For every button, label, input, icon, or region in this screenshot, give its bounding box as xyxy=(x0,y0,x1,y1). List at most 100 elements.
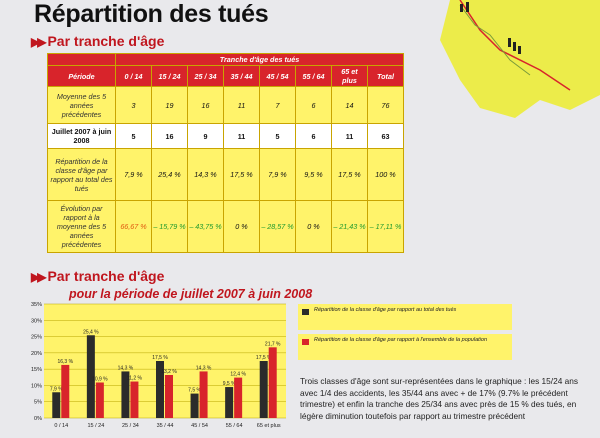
data-label: 7,5 % xyxy=(188,388,201,394)
x-tick-label: 15 / 24 xyxy=(87,423,104,429)
x-tick-label: 35 / 44 xyxy=(157,423,174,429)
data-label: 11,2 % xyxy=(127,376,143,382)
data-label: 9,5 % xyxy=(223,381,236,387)
legend-swatch-red xyxy=(302,339,309,345)
legend-swatch-dark xyxy=(302,309,309,315)
table-cell: 0 % xyxy=(223,200,260,253)
age-distribution-chart: 0% 5% 10% 15% 20% 25% 30% 35% 7,9 % 16,3 % 0 / 14 2… xyxy=(31,302,286,429)
table-cell: 11 xyxy=(331,123,368,149)
y-tick-label: 10% xyxy=(31,383,42,389)
x-tick-label: 25 / 34 xyxy=(122,423,139,429)
table-cell: 25,4 % xyxy=(151,148,188,201)
row-label: Évolution par rapport à la moyenne des 5… xyxy=(47,200,116,253)
x-tick-label: 65 et plus xyxy=(257,423,281,429)
bar-killed xyxy=(225,387,234,418)
column-header: 35 / 44 xyxy=(223,65,260,87)
table-cell: 66,67 % xyxy=(115,200,152,253)
column-header: 65 et plus xyxy=(331,65,368,87)
data-label: 21,7 % xyxy=(265,341,281,347)
table-cell: 9 xyxy=(187,123,224,149)
table-cell: 7,9 % xyxy=(115,148,152,201)
data-label: 12,4 % xyxy=(230,372,246,378)
table-cell: 16 xyxy=(187,86,224,124)
table-cell: 14,3 % xyxy=(187,148,224,201)
table-row: Répartition de la classe d'âge par rappo… xyxy=(47,148,404,201)
chart-legend: Répartition de la classe d'âge par rappo… xyxy=(298,304,512,364)
data-label: 16,3 % xyxy=(57,359,73,365)
row-label: Juillet 2007 à juin 2008 xyxy=(47,123,116,149)
section-heading-table: ▶▶ Par tranche d'âge xyxy=(31,33,164,49)
bar-killed xyxy=(259,361,268,418)
column-header: 25 / 34 xyxy=(187,65,224,87)
double-arrow-icon: ▶▶ xyxy=(31,270,47,284)
table-cell: 0 % xyxy=(295,200,332,253)
data-label: 17,5 % xyxy=(152,355,168,361)
table-cell: 6 xyxy=(295,123,332,149)
x-tick-label: 0 / 14 xyxy=(54,423,68,429)
data-label: 14,3 % xyxy=(196,365,212,371)
table-row: Moyenne des 5 années précédentes 3 19 16… xyxy=(47,86,404,124)
legend-label: Répartition de la classe d'âge par rappo… xyxy=(314,337,488,343)
table-cell: 6 xyxy=(295,86,332,124)
table-cell: 11 xyxy=(223,86,260,124)
bar-population xyxy=(130,381,139,418)
y-tick-label: 35% xyxy=(31,302,42,308)
table-cell: 17,5 % xyxy=(331,148,368,201)
y-tick-label: 30% xyxy=(31,318,42,324)
column-header: Total xyxy=(367,65,404,87)
column-header-period: Période xyxy=(47,65,116,87)
data-label: 14,3 % xyxy=(118,365,134,371)
legend-item-series1: Répartition de la classe d'âge par rappo… xyxy=(298,304,512,330)
table-cell: 14 xyxy=(331,86,368,124)
map-illustration xyxy=(420,0,600,118)
column-header: 0 / 14 xyxy=(115,65,152,87)
column-header: 55 / 64 xyxy=(295,65,332,87)
data-label: 7,9 % xyxy=(50,386,63,392)
bar-population xyxy=(61,364,70,418)
table-cell: 9,5 % xyxy=(295,148,332,201)
table-cell: 5 xyxy=(259,123,296,149)
section-heading-chart: ▶▶ Par tranche d'âge xyxy=(31,268,164,284)
table-header-top: Tranche d'âge des tués xyxy=(47,53,404,66)
bar-population xyxy=(234,377,243,418)
table-cell: 11 xyxy=(223,123,260,149)
data-label: 13,2 % xyxy=(161,369,177,375)
bar-killed xyxy=(86,335,95,418)
table-group-header: Tranche d'âge des tués xyxy=(115,53,404,66)
table-cell: 5 xyxy=(115,123,152,149)
table-cell: – 21,43 % xyxy=(331,200,368,253)
table-cell: 76 xyxy=(367,86,404,124)
table-cell: 63 xyxy=(367,123,404,149)
table-cell: – 15,79 % xyxy=(151,200,188,253)
bar-killed xyxy=(156,361,164,418)
data-label: 25,4 % xyxy=(83,329,99,335)
table-row: Juillet 2007 à juin 2008 5 16 9 11 5 6 1… xyxy=(47,123,404,149)
table-cell: – 28,57 % xyxy=(259,200,296,253)
table-cell: – 17,11 % xyxy=(367,200,404,253)
column-header: 15 / 24 xyxy=(151,65,188,87)
table-cell: 16 xyxy=(151,123,188,149)
legend-item-series2: Répartition de la classe d'âge par rappo… xyxy=(298,334,512,360)
y-tick-label: 20% xyxy=(31,351,42,357)
table-cell: 7 xyxy=(259,86,296,124)
table-cell: – 43,75 % xyxy=(187,200,224,253)
y-tick-label: 0% xyxy=(34,416,42,422)
column-header: 45 / 54 xyxy=(259,65,296,87)
table-cell: 19 xyxy=(151,86,188,124)
y-tick-label: 5% xyxy=(34,400,42,406)
bar-killed xyxy=(121,371,130,418)
y-tick-label: 25% xyxy=(31,335,42,341)
table-cell: 100 % xyxy=(367,148,404,201)
section-label: Par tranche d'âge xyxy=(47,268,165,284)
data-label: 17,5 % xyxy=(256,355,272,361)
section-label: Par tranche d'âge xyxy=(47,33,165,49)
chart-subtitle: pour la période de juillet 2007 à juin 2… xyxy=(69,287,313,301)
row-label: Moyenne des 5 années précédentes xyxy=(47,86,116,124)
chart-commentary: Trois classes d'âge sont sur-représentée… xyxy=(300,376,578,421)
double-arrow-icon: ▶▶ xyxy=(31,35,47,49)
x-tick-label: 45 / 54 xyxy=(191,423,208,429)
table-header-row: Période 0 / 14 15 / 24 25 / 34 35 / 44 4… xyxy=(47,65,404,87)
bar-killed xyxy=(190,393,199,418)
legend-label: Répartition de la classe d'âge par rappo… xyxy=(314,307,457,313)
bar-population xyxy=(95,382,104,418)
